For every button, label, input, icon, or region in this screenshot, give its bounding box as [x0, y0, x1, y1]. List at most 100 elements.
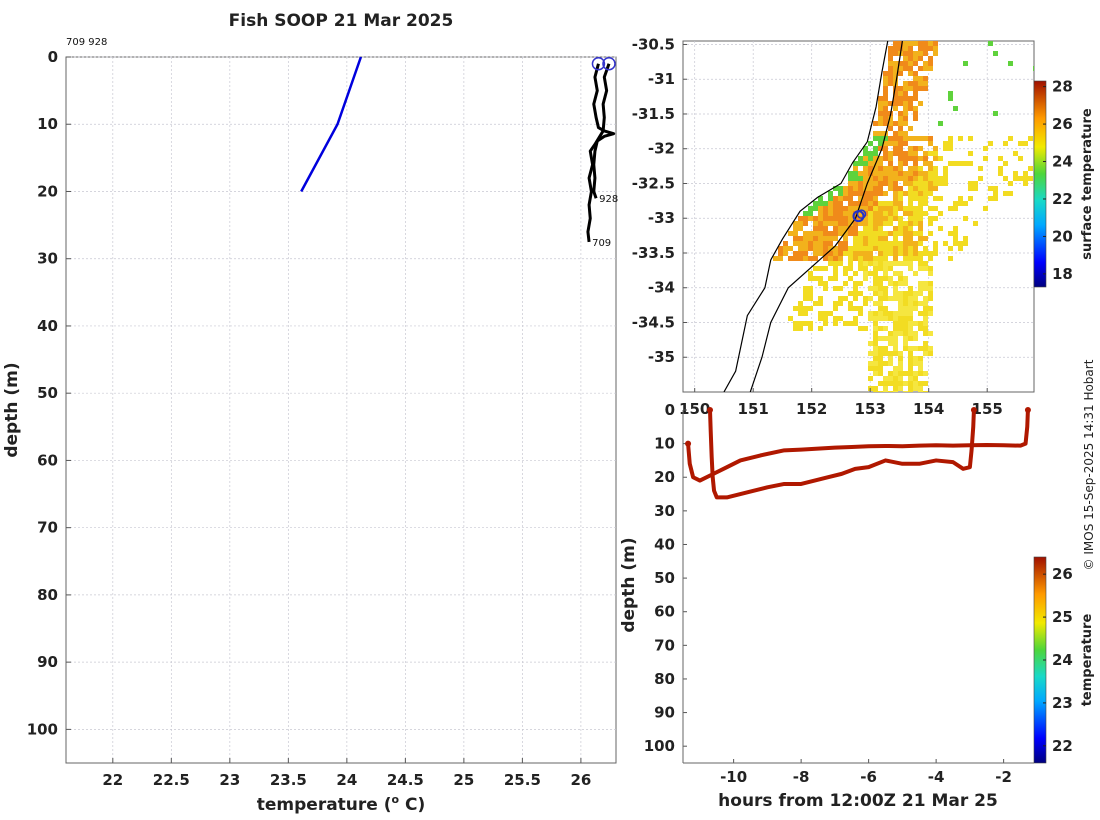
map-heat-cell	[863, 201, 868, 206]
map-heat-cell	[903, 61, 908, 66]
map-heat-cell	[808, 246, 813, 251]
inset-track-709	[586, 63, 611, 243]
map-heat-cell	[883, 221, 888, 226]
map-heat-cell	[788, 256, 793, 261]
map-heat-cell	[873, 271, 878, 276]
map-heat-cell	[898, 356, 903, 361]
map-heat-cell	[908, 231, 913, 236]
map-heat-cell	[858, 171, 863, 176]
map-heat-cell	[933, 166, 938, 171]
map-heat-cell	[913, 271, 918, 276]
map-heat-cell	[883, 121, 888, 126]
map-heat-cell	[898, 41, 903, 46]
map-heat-cell	[868, 261, 873, 266]
depth-time-track-endpoint	[685, 440, 692, 447]
map-heat-cell	[903, 91, 908, 96]
map-heat-cell	[928, 46, 933, 51]
map-heat-cell	[918, 281, 923, 286]
map-heat-cell	[918, 261, 923, 266]
map-heat-cell	[903, 256, 908, 261]
map-heat-cell	[828, 221, 833, 226]
map-heat-cell	[918, 56, 923, 61]
map-colorbar-label: surface temperature	[1080, 108, 1095, 260]
map-heat-cell	[888, 311, 893, 316]
map-heat-cell	[873, 371, 878, 376]
map-heat-cell	[903, 206, 908, 211]
map-heat-cell	[888, 136, 893, 141]
map-heat-cell	[818, 301, 823, 306]
map-heat-cell	[1018, 141, 1023, 146]
map-heat-cell	[808, 231, 813, 236]
map-heat-cell	[928, 346, 933, 351]
depth-time-y-axis-label: depth (m)	[619, 537, 639, 632]
map-heat-cell	[858, 326, 863, 331]
map-heat-cell	[823, 316, 828, 321]
map-heat-cell	[893, 261, 898, 266]
map-heat-cell	[858, 206, 863, 211]
map-heat-cell	[803, 236, 808, 241]
map-heat-cell	[918, 286, 923, 291]
map-heat-cell	[873, 221, 878, 226]
map-heat-cell	[913, 386, 918, 391]
map-heat-cell	[848, 261, 853, 266]
map-heat-cell	[923, 76, 928, 81]
map-heat-cell	[808, 291, 813, 296]
map-heat-cell	[878, 201, 883, 206]
map-heat-cell	[923, 371, 928, 376]
map-heat-cell	[873, 331, 878, 336]
map-heat-cell	[943, 141, 948, 146]
map-heat-cell	[888, 81, 893, 86]
map-heat-cell	[888, 46, 893, 51]
map-heat-cell	[883, 181, 888, 186]
map-heat-cell	[888, 376, 893, 381]
map-heat-cell	[908, 211, 913, 216]
map-heat-cell	[908, 41, 913, 46]
map-heat-cell	[903, 51, 908, 56]
map-heat-cell	[793, 226, 798, 231]
map-heat-cell	[888, 216, 893, 221]
map-x-tick-label: 150	[679, 400, 710, 418]
map-heat-cell	[828, 191, 833, 196]
map-heat-cell	[833, 251, 838, 256]
map-heat-cell	[918, 311, 923, 316]
map-heat-cell	[878, 316, 883, 321]
map-heat-cell	[878, 246, 883, 251]
profile-series-line	[300, 56, 363, 193]
map-heat-cell	[868, 351, 873, 356]
map-heat-cell	[918, 386, 923, 391]
inset-label-928: 928	[599, 194, 618, 205]
map-heat-cell	[868, 361, 873, 366]
map-heat-cell	[893, 121, 898, 126]
map-heat-cell	[898, 101, 903, 106]
map-y-tick-label: -34	[648, 279, 675, 297]
map-heat-cell	[898, 291, 903, 296]
map-heat-cell	[923, 41, 928, 46]
map-heat-cell	[968, 181, 973, 186]
profile-y-tick-label: 80	[37, 586, 58, 604]
map-heat-cell	[833, 221, 838, 226]
map-heat-cell	[908, 86, 913, 91]
map-heat-cell	[833, 236, 838, 241]
map-heat-cell	[918, 291, 923, 296]
map-heat-cell	[823, 231, 828, 236]
map-heat-cell	[943, 241, 948, 246]
map-heat-cell	[953, 236, 958, 241]
map-heat-cell	[783, 251, 788, 256]
map-heat-cell	[848, 246, 853, 251]
map-heat-cell	[908, 261, 913, 266]
map-heat-cell	[903, 381, 908, 386]
depth-time-track-endpoint	[970, 407, 977, 413]
map-heat-cell	[903, 291, 908, 296]
map-heat-cell	[888, 126, 893, 131]
profile-ticks: 22 22.5 23 23.5 24 24.5 25 25.5 26 0 10 20 30 40 50 60 7…	[27, 48, 592, 789]
map-heat-cell	[868, 256, 873, 261]
profile-y-tick-label: 10	[37, 115, 58, 133]
map-heat-cell	[893, 321, 898, 326]
depth-time-track-shallow	[686, 409, 1030, 483]
map-heat-cell	[883, 96, 888, 101]
map-heat-cell	[883, 176, 888, 181]
map-heat-cell	[918, 186, 923, 191]
map-heat-cell	[838, 211, 843, 216]
map-heat-cell	[878, 326, 883, 331]
map-heat-cell	[823, 246, 828, 251]
